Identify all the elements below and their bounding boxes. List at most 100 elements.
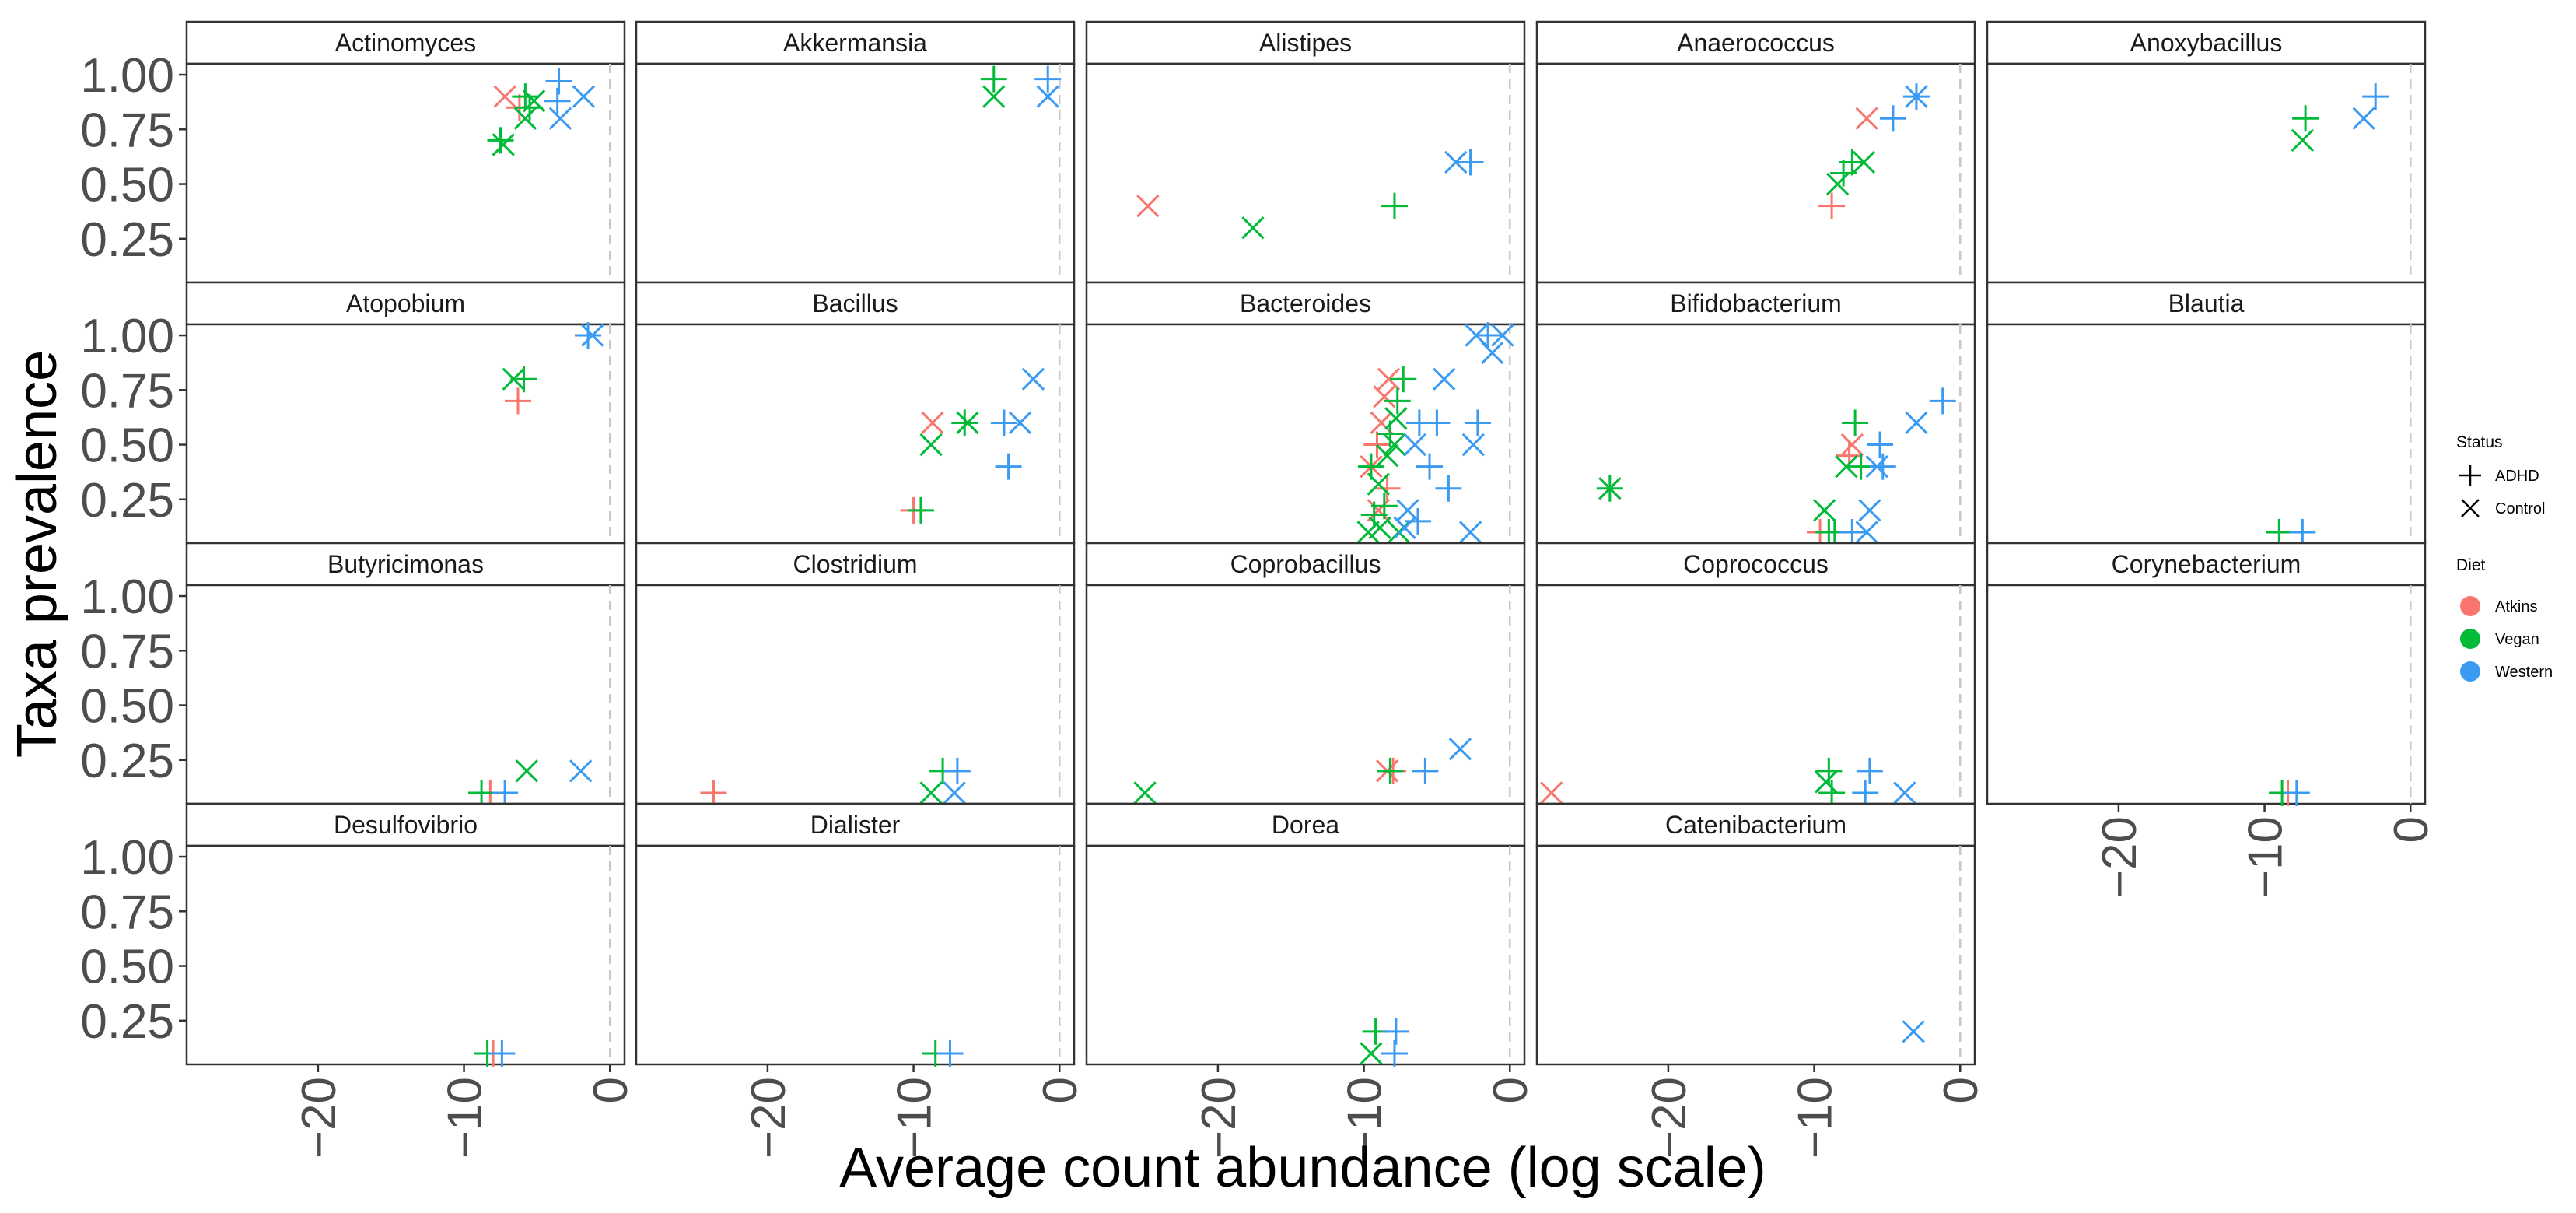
data-point-atkins-control <box>1377 367 1401 391</box>
data-point-vegan-control <box>1360 1042 1383 1065</box>
legend-color-swatch <box>2460 596 2480 616</box>
panel-butyricimonas: Butyricimonas 0.250.500.751.00 <box>80 542 626 806</box>
data-point-western-control <box>1461 433 1485 457</box>
points-group <box>1133 738 1472 805</box>
y-tick-label: 1.00 <box>80 49 174 103</box>
x-tick-label: 0 <box>1934 1077 1988 1103</box>
data-point-vegan-adhd <box>980 65 1007 93</box>
data-point-vegan-adhd <box>510 366 537 393</box>
marker-cross-stroke <box>1893 781 1916 805</box>
panel-bacillus: Bacillus <box>635 281 1076 545</box>
marker-cross-stroke <box>1835 454 1858 479</box>
x-axis-column-3: −20 −10 0 <box>1192 1064 1538 1159</box>
panel-bacteroides: Bacteroides <box>1085 281 1526 545</box>
panel-title: Desulfovibrio <box>334 811 478 839</box>
data-point-vegan-adhd <box>1381 192 1408 219</box>
data-point-vegan-control <box>1598 477 1622 500</box>
panel-blautia: Blautia <box>1986 281 2427 545</box>
panel-anaerococcus: Anaerococcus <box>1535 20 1976 284</box>
panel-title: Bifidobacterium <box>1670 289 1842 317</box>
data-point-vegan-control <box>522 89 546 113</box>
y-tick-label: 0.75 <box>80 103 174 157</box>
marker-cross-stroke <box>919 781 943 805</box>
data-point-vegan-adhd <box>1839 149 1866 176</box>
data-point-vegan-control <box>1383 433 1406 457</box>
marker-cross-stroke <box>522 89 546 113</box>
marker-cross-stroke <box>1367 499 1390 522</box>
data-point-western-control <box>1905 85 1928 108</box>
data-point-vegan-control <box>1133 781 1157 805</box>
points-group <box>502 322 604 415</box>
panel-strip <box>1986 281 2427 326</box>
marker-cross-stroke <box>1465 324 1488 347</box>
data-point-atkins-adhd <box>1818 192 1846 219</box>
marker-cross-stroke <box>572 85 596 108</box>
panel-plot-area <box>185 584 626 805</box>
legend-diet-atkins: Atkins <box>2460 596 2537 616</box>
points-group <box>1540 757 1916 806</box>
data-point-western-adhd <box>1867 431 1894 458</box>
panel-title: Catenibacterium <box>1665 811 1846 839</box>
marker-cross-stroke <box>493 85 516 108</box>
panel-anoxybacillus: Anoxybacillus <box>1986 20 2427 284</box>
data-point-vegan-control <box>1367 472 1390 496</box>
panel-title: Coprococcus <box>1683 550 1829 578</box>
panel-strip <box>1535 281 1976 326</box>
marker-cross-stroke <box>1241 216 1265 240</box>
panel-title: Blautia <box>2168 289 2245 317</box>
legend-diet-title: Diet <box>2456 556 2486 574</box>
data-point-western-adhd <box>1034 65 1062 93</box>
marker-cross-stroke <box>1377 367 1401 391</box>
data-point-vegan-control <box>513 107 537 130</box>
data-point-atkins-control <box>1855 107 1878 130</box>
marker-cross-stroke <box>1491 324 1514 347</box>
data-point-western-adhd <box>488 1039 516 1067</box>
legend-diet-label: Atkins <box>2495 598 2537 615</box>
panel-plot-area <box>635 844 1076 1066</box>
data-point-vegan-adhd <box>2266 518 2293 545</box>
panel-plot-area <box>1986 323 2427 545</box>
panel-plot-area <box>185 323 626 545</box>
panel-title: Alistipes <box>1259 29 1352 57</box>
panel-strip <box>185 20 626 65</box>
x-tick-label: −10 <box>439 1077 492 1159</box>
marker-cross-stroke <box>1384 407 1408 430</box>
marker-cross-stroke <box>1858 499 1881 522</box>
panel-plot-area <box>635 584 1076 805</box>
points-group <box>700 757 971 806</box>
data-point-western-control <box>1403 433 1426 457</box>
data-point-western-control <box>1021 367 1045 391</box>
marker-cross-stroke <box>569 759 593 783</box>
data-point-western-adhd <box>990 409 1017 436</box>
data-point-western-control <box>1491 324 1514 347</box>
y-tick-label: 1.00 <box>80 310 174 363</box>
data-point-vegan-control <box>919 781 943 805</box>
marker-cross-stroke <box>1133 781 1157 805</box>
marker-cross-stroke <box>1383 433 1406 457</box>
x-tick-label: 0 <box>584 1077 638 1103</box>
panel-title: Actinomyces <box>335 29 476 57</box>
data-point-western-adhd <box>1405 507 1432 535</box>
data-point-western-adhd <box>492 779 519 806</box>
x-tick-label: −10 <box>888 1077 942 1159</box>
data-point-western-control <box>572 85 596 108</box>
panel-dorea: Dorea <box>1085 802 1526 1067</box>
panel-strip <box>635 281 1076 326</box>
legend-status-control: Control <box>2461 499 2545 517</box>
points-group <box>468 759 593 806</box>
data-point-vegan-control <box>1241 216 1265 240</box>
legend: Status ADHD Control Diet Atkins Vegan Weste… <box>2456 433 2553 682</box>
data-point-western-control <box>1481 341 1504 365</box>
marker-cross-stroke <box>1905 85 1928 108</box>
marker-cross-stroke <box>1540 781 1563 805</box>
marker-cross-stroke <box>513 107 537 130</box>
marker-cross-stroke <box>2352 107 2375 130</box>
marker-cross-stroke <box>1021 367 1045 391</box>
panel-plot-area <box>185 62 626 284</box>
panel-title: Dialister <box>810 811 901 839</box>
data-point-western-control <box>1458 521 1482 544</box>
panel-plot-area <box>1535 844 1976 1066</box>
data-point-vegan-adhd <box>1818 779 1846 806</box>
data-point-western-adhd <box>2289 518 2316 545</box>
